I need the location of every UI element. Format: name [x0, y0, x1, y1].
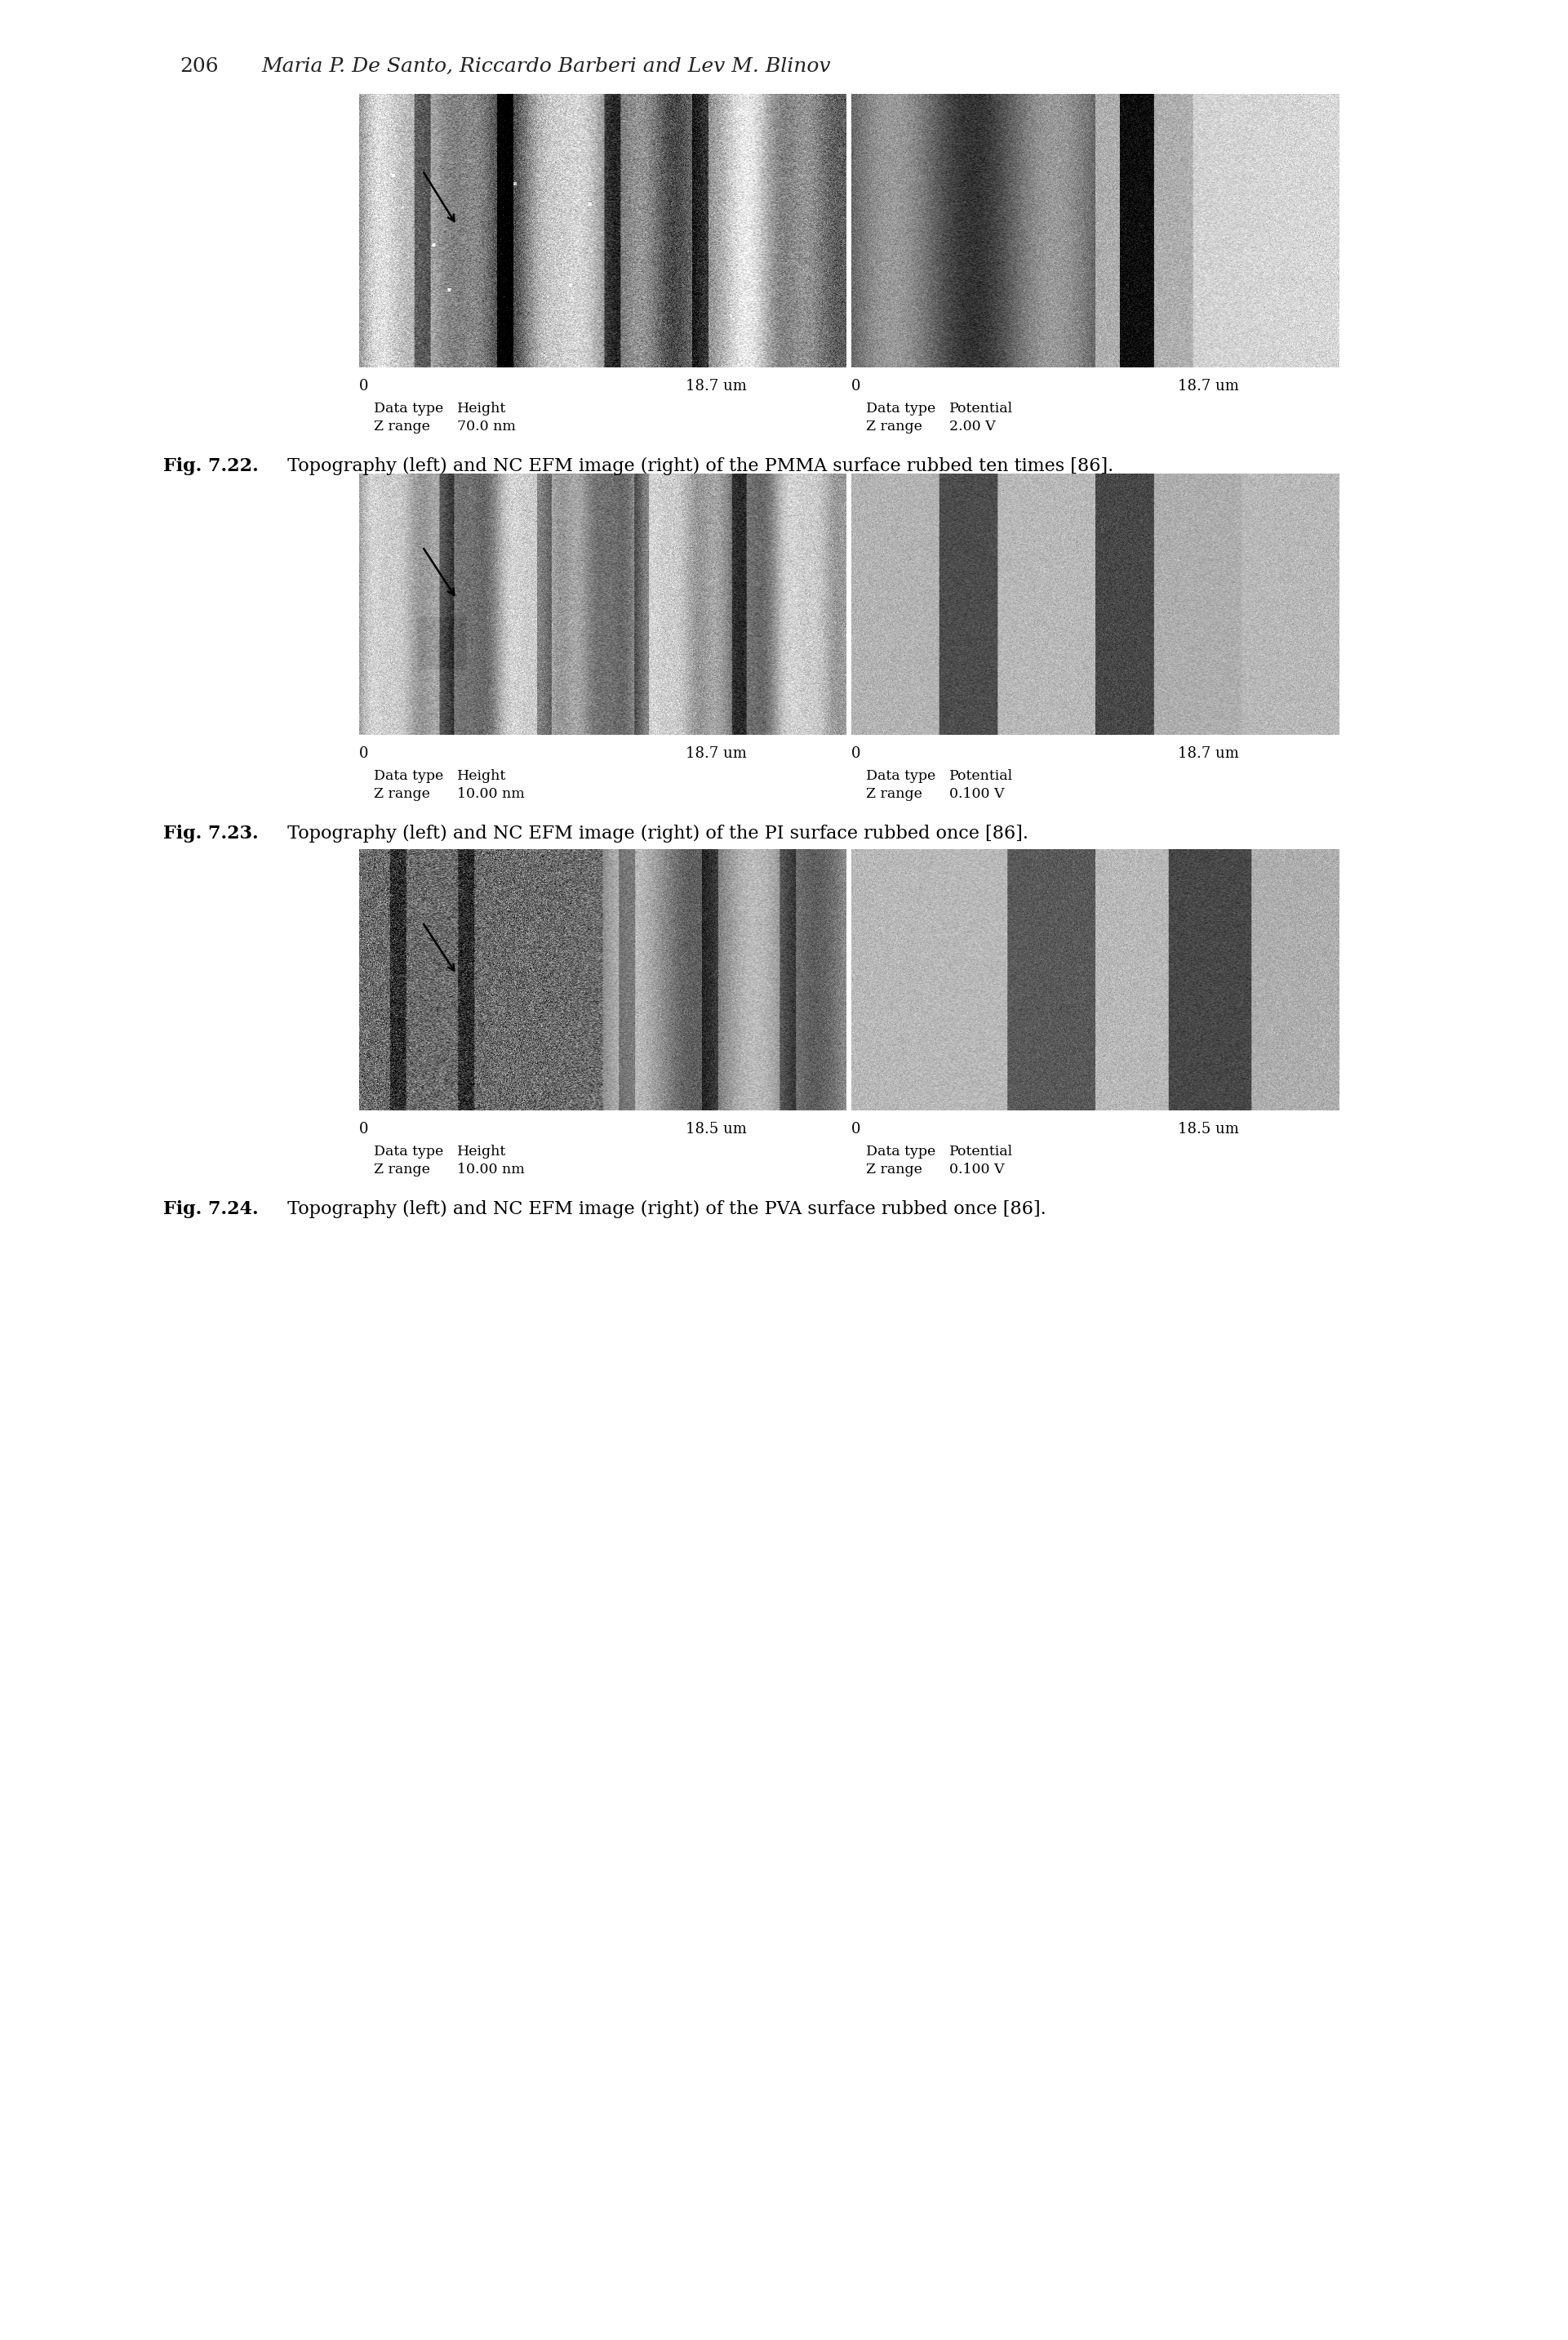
Text: Fig. 7.24.: Fig. 7.24. [163, 1200, 259, 1219]
Text: Potential
0.100 V: Potential 0.100 V [949, 1144, 1013, 1177]
Text: 0: 0 [851, 1121, 861, 1137]
Text: 18.5 um: 18.5 um [1178, 1121, 1239, 1137]
Text: 18.7 um: 18.7 um [1178, 379, 1239, 393]
Text: Data type
Z range: Data type Z range [373, 402, 444, 433]
Text: 0: 0 [851, 379, 861, 393]
Text: 0: 0 [851, 746, 861, 760]
Text: Data type
Z range: Data type Z range [373, 770, 444, 800]
Text: Topography (left) and NC EFM image (right) of the PVA surface rubbed once [86].: Topography (left) and NC EFM image (righ… [282, 1200, 1046, 1219]
Text: 18.7 um: 18.7 um [685, 746, 746, 760]
Text: Data type
Z range: Data type Z range [866, 770, 936, 800]
Text: Height
70.0 nm: Height 70.0 nm [458, 402, 516, 433]
Text: Data type
Z range: Data type Z range [866, 402, 936, 433]
Text: 18.7 um: 18.7 um [685, 379, 746, 393]
Text: Topography (left) and NC EFM image (right) of the PI surface rubbed once [86].: Topography (left) and NC EFM image (righ… [282, 824, 1029, 842]
Text: Data type
Z range: Data type Z range [373, 1144, 444, 1177]
Text: Data type
Z range: Data type Z range [866, 1144, 936, 1177]
Text: 18.5 um: 18.5 um [685, 1121, 746, 1137]
Text: Fig. 7.22.: Fig. 7.22. [163, 456, 259, 475]
Text: Fig. 7.23.: Fig. 7.23. [163, 824, 259, 842]
Text: Potential
0.100 V: Potential 0.100 V [949, 770, 1013, 800]
Text: Potential
2.00 V: Potential 2.00 V [949, 402, 1013, 433]
Text: Height
10.00 nm: Height 10.00 nm [458, 770, 525, 800]
Text: 0: 0 [359, 746, 368, 760]
Text: 0: 0 [359, 379, 368, 393]
Text: 206: 206 [180, 56, 218, 75]
Text: 18.7 um: 18.7 um [1178, 746, 1239, 760]
Text: Topography (left) and NC EFM image (right) of the PMMA surface rubbed ten times : Topography (left) and NC EFM image (righ… [282, 456, 1113, 475]
Text: Maria P. De Santo, Riccardo Barberi and Lev M. Blinov: Maria P. De Santo, Riccardo Barberi and … [262, 56, 831, 75]
Text: Height
10.00 nm: Height 10.00 nm [458, 1144, 525, 1177]
Text: 0: 0 [359, 1121, 368, 1137]
